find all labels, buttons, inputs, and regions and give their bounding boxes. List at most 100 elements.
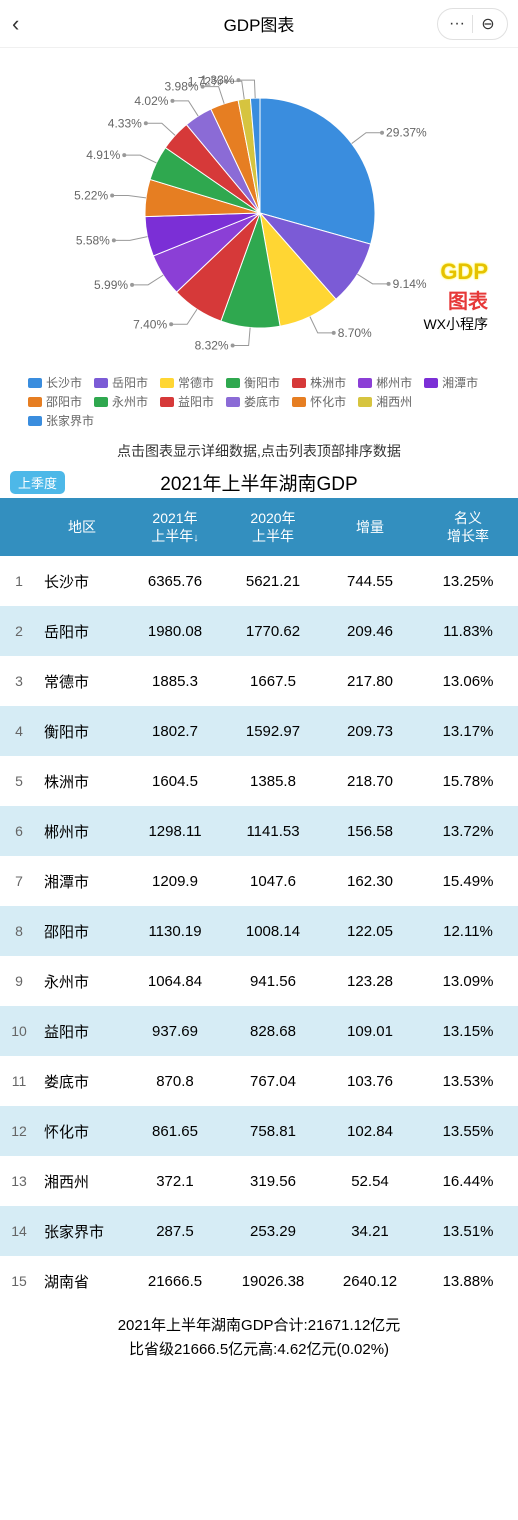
table-cell: 1885.3: [126, 673, 224, 690]
pie-chart-area[interactable]: 29.37%9.14%8.70%8.32%7.40%5.99%5.58%5.22…: [0, 48, 518, 374]
row-index: 4: [0, 723, 38, 739]
table-row[interactable]: 15湖南省21666.519026.382640.1213.88%: [0, 1256, 518, 1306]
table-row[interactable]: 12怀化市861.65758.81102.8413.55%: [0, 1106, 518, 1156]
legend-label: 益阳市: [178, 393, 214, 410]
table-row[interactable]: 8邵阳市1130.191008.14122.0512.11%: [0, 906, 518, 956]
table-row[interactable]: 7湘潭市1209.91047.6162.3015.49%: [0, 856, 518, 906]
legend: 长沙市 岳阳市常德市衡阳市株洲市郴州市湘潭市邵阳市永州市 益阳市娄底市怀化市 湘西州张…: [0, 374, 518, 433]
column-header[interactable]: 增量: [322, 518, 418, 536]
column-header[interactable]: 2020年上半年: [224, 509, 322, 545]
svg-text:4.02%: 4.02%: [134, 94, 168, 108]
table-title: 2021年上半年湖南GDP: [160, 469, 357, 496]
svg-text:9.14%: 9.14%: [393, 277, 427, 291]
row-index: 14: [0, 1223, 38, 1239]
pie-chart[interactable]: 29.37%9.14%8.70%8.32%7.40%5.99%5.58%5.22…: [30, 58, 490, 368]
table-cell: 861.65: [126, 1123, 224, 1140]
table-cell: 湘潭市: [38, 871, 126, 892]
legend-item[interactable]: 娄底市: [226, 393, 280, 410]
table-cell: 湖南省: [38, 1271, 126, 1292]
table-row[interactable]: 5株洲市1604.51385.8218.7015.78%: [0, 756, 518, 806]
legend-item[interactable]: 湘西州: [358, 393, 412, 410]
table-cell: 123.28: [322, 973, 418, 990]
footer-line-1: 2021年上半年湖南GDP合计:21671.12亿元: [0, 1314, 518, 1338]
table-cell: 34.21: [322, 1223, 418, 1240]
table-cell: 287.5: [126, 1223, 224, 1240]
row-index: 2: [0, 623, 38, 639]
row-index: 15: [0, 1273, 38, 1289]
table-cell: 5621.21: [224, 573, 322, 590]
row-index: 11: [0, 1073, 38, 1089]
legend-item[interactable]: 郴州市: [358, 374, 412, 391]
table-cell: 长沙市: [38, 571, 126, 592]
table-cell: 1298.11: [126, 823, 224, 840]
legend-item[interactable]: 长沙市: [28, 374, 82, 391]
table-row[interactable]: 1长沙市6365.765621.21744.5513.25%: [0, 556, 518, 606]
table-cell: 1667.5: [224, 673, 322, 690]
table-cell: 6365.76: [126, 573, 224, 590]
table-cell: 益阳市: [38, 1021, 126, 1042]
row-index: 3: [0, 673, 38, 689]
table-cell: 102.84: [322, 1123, 418, 1140]
table-row[interactable]: 11娄底市870.8767.04103.7613.53%: [0, 1056, 518, 1106]
footer-line-2: 比省级21666.5亿元高:4.62亿元(0.02%): [0, 1338, 518, 1362]
column-header[interactable]: 2021年上半年↓: [126, 509, 224, 545]
legend-item[interactable]: 湘潭市: [424, 374, 478, 391]
table-row[interactable]: 3常德市1885.31667.5217.8013.06%: [0, 656, 518, 706]
close-icon[interactable]: ⊖: [473, 9, 503, 39]
legend-item[interactable]: 怀化市: [292, 393, 346, 410]
table-row[interactable]: 4衡阳市1802.71592.97209.7313.17%: [0, 706, 518, 756]
table-row[interactable]: 2岳阳市1980.081770.62209.4611.83%: [0, 606, 518, 656]
row-index: 1: [0, 573, 38, 589]
table-cell: 1592.97: [224, 723, 322, 740]
table-cell: 13.53%: [418, 1073, 518, 1090]
legend-item[interactable]: 张家界市: [28, 412, 94, 429]
table-row[interactable]: 10益阳市937.69828.68109.0113.15%: [0, 1006, 518, 1056]
table-cell: 758.81: [224, 1123, 322, 1140]
table-cell: 372.1: [126, 1173, 224, 1190]
back-icon[interactable]: ‹: [12, 11, 19, 37]
table-cell: 767.04: [224, 1073, 322, 1090]
table-row[interactable]: 6郴州市1298.111141.53156.5813.72%: [0, 806, 518, 856]
svg-text:5.58%: 5.58%: [76, 233, 110, 247]
column-header[interactable]: 名义增长率: [418, 509, 518, 545]
legend-label: 湘西州: [376, 393, 412, 410]
table-row[interactable]: 9永州市1064.84941.56123.2813.09%: [0, 956, 518, 1006]
legend-item[interactable]: 衡阳市: [226, 374, 280, 391]
table-cell: 156.58: [322, 823, 418, 840]
legend-item[interactable]: 岳阳市: [94, 374, 148, 391]
table-cell: 52.54: [322, 1173, 418, 1190]
more-icon[interactable]: ···: [442, 9, 472, 39]
footer-summary: 2021年上半年湖南GDP合计:21671.12亿元 比省级21666.5亿元高…: [0, 1306, 518, 1370]
capsule-menu: ··· ⊖: [437, 8, 508, 40]
table-wrap: 1长沙市6365.765621.21744.5513.25%2岳阳市1980.0…: [0, 556, 518, 1306]
column-header[interactable]: 地区: [38, 518, 126, 536]
legend-label: 岳阳市: [112, 374, 148, 391]
row-index: 10: [0, 1023, 38, 1039]
prev-quarter-badge[interactable]: 上季度: [10, 471, 65, 494]
table-cell: 1141.53: [224, 823, 322, 840]
table-cell: 13.17%: [418, 723, 518, 740]
table-cell: 13.25%: [418, 573, 518, 590]
table-cell: 衡阳市: [38, 721, 126, 742]
svg-text:8.32%: 8.32%: [195, 339, 229, 353]
legend-item[interactable]: 永州市: [94, 393, 148, 410]
legend-swatch: [160, 397, 174, 407]
table-header[interactable]: 地区2021年上半年↓2020年上半年增量名义增长率: [0, 498, 518, 556]
legend-item[interactable]: 邵阳市: [28, 393, 82, 410]
table-cell: 1209.9: [126, 873, 224, 890]
table-cell: 13.51%: [418, 1223, 518, 1240]
table-row[interactable]: 14张家界市287.5253.2934.2113.51%: [0, 1206, 518, 1256]
legend-item[interactable]: 益阳市: [160, 393, 214, 410]
table-cell: 常德市: [38, 671, 126, 692]
legend-item[interactable]: 常德市: [160, 374, 214, 391]
table-cell: 郴州市: [38, 821, 126, 842]
row-index: 9: [0, 973, 38, 989]
row-index: 5: [0, 773, 38, 789]
table-cell: 12.11%: [418, 923, 518, 940]
table-row[interactable]: 13湘西州372.1319.5652.5416.44%: [0, 1156, 518, 1206]
table-cell: 122.05: [322, 923, 418, 940]
legend-swatch: [424, 378, 438, 388]
legend-item[interactable]: 株洲市: [292, 374, 346, 391]
table-cell: 103.76: [322, 1073, 418, 1090]
table-cell: 870.8: [126, 1073, 224, 1090]
